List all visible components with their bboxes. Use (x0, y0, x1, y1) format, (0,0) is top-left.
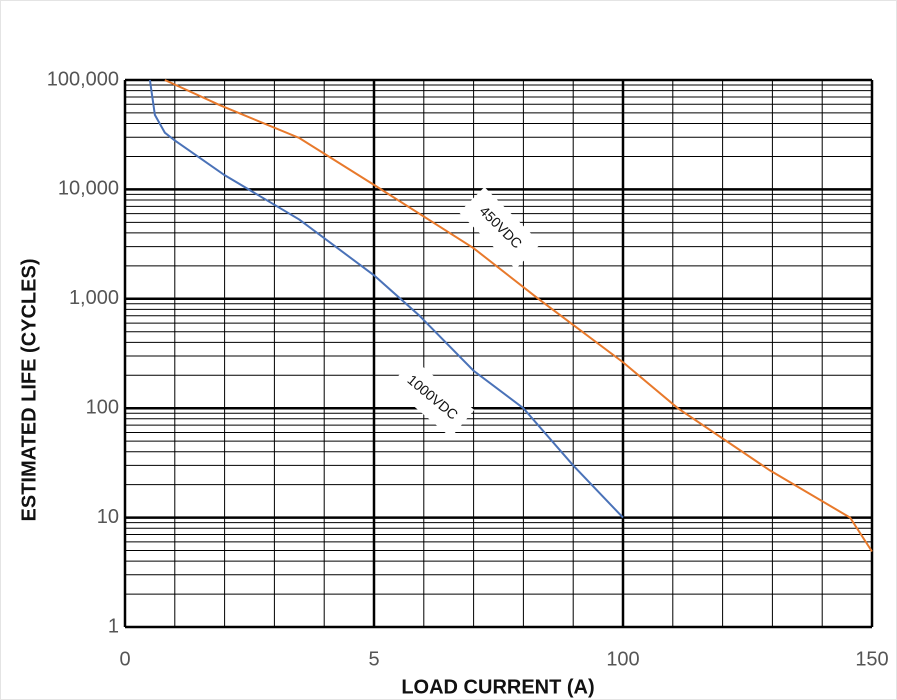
x-tick-label: 150 (855, 648, 888, 670)
y-tick-label: 10 (97, 506, 119, 528)
x-tick-label: 100 (606, 648, 639, 670)
x-tick-label: 0 (119, 648, 130, 670)
y-tick-label: 100 (86, 396, 119, 418)
label-background (458, 186, 542, 270)
label-background (389, 358, 475, 438)
x-tick-label: 5 (368, 648, 379, 670)
y-tick-label: 100,000 (47, 68, 119, 90)
line (148, 79, 624, 519)
y-tick-label: 1,000 (69, 287, 119, 309)
y-tick-label: 10,000 (58, 178, 119, 200)
y-axis-title: ESTIMATED LIFE (CYCLES) (18, 259, 40, 522)
y-tick-label: 1 (108, 615, 119, 637)
line (164, 79, 873, 553)
x-axis-title: LOAD CURRENT (A) (401, 676, 594, 698)
